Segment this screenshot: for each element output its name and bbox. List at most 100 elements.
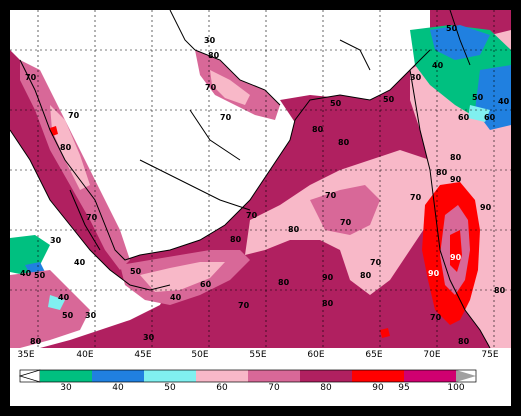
contour-label: 50 (330, 99, 342, 108)
map-canvas: 30 80 50 40 30 50 40 60 60 70 80 70 70 5… (10, 10, 511, 348)
contour-label: 40 (74, 258, 86, 267)
contour-label: 80 (322, 299, 334, 308)
longitude-label: 45E (134, 350, 152, 360)
contour-label: 90 (450, 175, 462, 184)
contour-label: 60 (200, 280, 212, 289)
longitude-label: 65E (365, 350, 383, 360)
legend-label: 50 (164, 383, 176, 393)
contour-label: 30 (143, 333, 155, 342)
longitude-label: 55E (249, 350, 267, 360)
central-rose-80 (310, 185, 380, 235)
longitude-label: 60E (307, 350, 325, 360)
contour-label: 60 (458, 113, 470, 122)
longitude-label: 35E (17, 350, 35, 360)
longitude-label: 70E (423, 350, 441, 360)
persian-gulf-fill (195, 50, 280, 120)
legend-swatch (144, 370, 196, 382)
persian-gulf-pink (210, 70, 250, 105)
red-islet-1 (380, 328, 390, 338)
contour-label: 70 (238, 301, 250, 310)
contour-label: 70 (410, 193, 422, 202)
contour-label: 70 (25, 73, 37, 82)
legend-swatch (404, 370, 456, 382)
somali-cyan (48, 295, 65, 310)
contour-label: 80 (494, 286, 506, 295)
contour-label: 70 (246, 211, 258, 220)
contour-label: 60 (484, 113, 496, 122)
ne-cyan (468, 105, 490, 122)
contour-label: 30 (85, 311, 97, 320)
contour-label: 40 (432, 61, 444, 70)
contour-label: 50 (34, 271, 46, 280)
legend-swatch (456, 370, 476, 382)
contour-label: 70 (205, 83, 217, 92)
contour-label: 70 (220, 113, 232, 122)
contour-label: 80 (30, 337, 42, 346)
color-legend: 30 40 50 60 70 80 90 95 100 (10, 366, 511, 406)
legend-bar (18, 369, 477, 383)
contour-label: 80 (208, 51, 220, 60)
legend-swatch (300, 370, 352, 382)
contour-label: 50 (62, 311, 74, 320)
legend-label: 90 (372, 383, 384, 393)
contour-label: 50 (130, 267, 142, 276)
contour-label: 70 (68, 111, 80, 120)
contour-label: 80 (458, 337, 470, 346)
arabian-peninsula-land (10, 10, 430, 260)
contour-label: 30 (410, 73, 422, 82)
legend-swatch (92, 370, 144, 382)
legend-swatch (40, 370, 92, 382)
legend-label: 95 (398, 383, 410, 393)
contour-label: 80 (312, 125, 324, 134)
contour-label: 90 (450, 253, 462, 262)
legend-swatch (18, 369, 41, 383)
legend-label: 60 (216, 383, 228, 393)
legend-label: 70 (268, 383, 280, 393)
red-sea-pink (50, 105, 90, 190)
contour-label: 30 (50, 236, 62, 245)
somali-pink (10, 270, 90, 348)
longitude-label: 75E (481, 350, 499, 360)
legend-label: 30 (60, 383, 72, 393)
contour-label: 80 (288, 225, 300, 234)
ne-blue (430, 25, 490, 60)
contour-label: 30 (204, 36, 216, 45)
longitude-label: 40E (76, 350, 94, 360)
contour-label: 90 (428, 269, 440, 278)
contour-label: 40 (58, 293, 70, 302)
contour-label: 80 (230, 235, 242, 244)
humidity-map: 30 80 50 40 30 50 40 60 60 70 80 70 70 5… (10, 10, 511, 348)
contour-label: 80 (450, 153, 462, 162)
graticule (10, 10, 511, 348)
coastlines (10, 10, 491, 348)
contour-label: 40 (170, 293, 182, 302)
contour-label: 90 (480, 203, 492, 212)
contour-label: 70 (370, 258, 382, 267)
contour-label: 70 (325, 191, 337, 200)
longitude-axis: 35E 40E 45E 50E 55E 60E 65E 70E 75E (10, 348, 511, 366)
contour-label: 70 (430, 313, 442, 322)
gulf-aden-pink (140, 262, 225, 292)
contour-label: 50 (446, 24, 458, 33)
contour-label: 80 (360, 271, 372, 280)
contour-label: 80 (338, 138, 350, 147)
legend-label: 40 (112, 383, 124, 393)
legend-label: 80 (320, 383, 332, 393)
contour-label: 70 (340, 218, 352, 227)
contour-label: 50 (472, 93, 484, 102)
contour-label: 80 (278, 278, 290, 287)
legend-swatch (248, 370, 300, 382)
contour-label: 90 (322, 273, 334, 282)
legend-label: 100 (447, 383, 465, 393)
contour-label: 80 (436, 168, 448, 177)
contour-label: 40 (20, 269, 32, 278)
india-coast-red-core (450, 230, 462, 272)
contour-label: 70 (86, 213, 98, 222)
contour-label: 80 (60, 143, 72, 152)
longitude-label: 50E (191, 350, 209, 360)
contour-label: 40 (498, 97, 510, 106)
contour-label: 50 (383, 95, 395, 104)
legend-swatch (352, 370, 404, 382)
legend-swatch (196, 370, 248, 382)
